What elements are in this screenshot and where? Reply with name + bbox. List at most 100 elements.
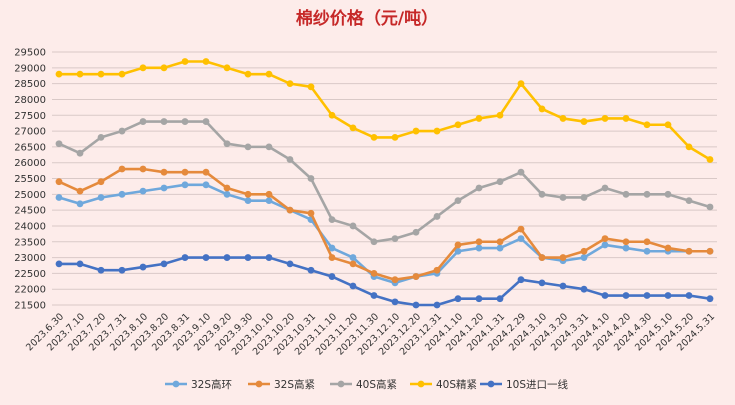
data-point [328,273,336,280]
data-point [643,190,651,198]
data-point [55,194,63,201]
data-point [706,247,714,255]
data-point [244,197,252,205]
data-point [580,247,588,255]
data-point [517,225,525,233]
data-point [349,124,357,132]
data-point [412,228,420,236]
data-point [496,111,504,119]
data-point [433,266,441,274]
data-point [454,295,462,303]
data-point [223,254,231,261]
y-tick-label: 27500 [14,111,46,122]
data-point [433,127,441,135]
data-point [454,241,462,249]
data-point [412,301,420,309]
data-point [223,184,231,192]
data-point [139,64,147,72]
data-point [139,165,147,173]
data-point [454,247,462,255]
data-point [685,292,693,299]
data-point [286,80,294,88]
data-point [622,190,630,198]
data-point [202,181,210,189]
data-point [202,118,210,125]
data-point [622,115,630,122]
data-point [643,292,651,299]
data-point [244,143,252,151]
data-point [244,254,252,261]
legend-item: 10S进口一线 [480,378,569,391]
data-point [286,156,294,163]
data-point [706,295,714,303]
data-point [118,190,126,198]
data-point [412,127,420,135]
data-point [391,133,399,141]
data-point [307,175,315,182]
data-point [664,190,672,198]
data-point [643,238,651,246]
y-tick-label: 26000 [14,158,46,169]
data-point [538,190,546,198]
data-point [223,140,231,148]
data-point [118,266,126,274]
y-tick-label: 22500 [14,269,46,280]
data-point [244,70,252,78]
y-tick-label: 29000 [14,63,46,74]
data-point [97,266,105,274]
data-point [475,295,483,303]
legend-swatch-marker [172,380,180,388]
data-point [181,58,189,65]
data-point [664,121,672,129]
y-tick-label: 24000 [14,221,46,232]
data-point [391,235,399,242]
data-point [559,282,567,290]
data-point [601,235,609,242]
y-tick-label: 21500 [14,301,46,312]
data-point [76,187,84,195]
data-point [643,121,651,129]
data-point [601,184,609,192]
data-point [265,254,273,261]
data-point [160,118,168,125]
series-line [58,120,711,244]
data-point [265,197,273,205]
data-point [328,254,336,261]
data-point [328,216,336,224]
data-point [496,238,504,246]
data-point [706,203,714,211]
legend-swatch-marker [255,380,263,388]
y-tick-label: 28500 [14,79,46,90]
data-point [76,70,84,78]
series-lines [55,58,714,309]
data-point [286,260,294,268]
legend-swatch-marker [337,380,345,388]
series-1 [55,165,714,284]
legend-item: 40S精紧 [410,378,477,391]
legend-item: 40S高紧 [330,378,397,391]
data-point [181,254,189,261]
legend: 32S高环 32S高紧 40S高紧 40S精紧 10S进口一线 [165,378,569,391]
data-point [517,276,525,284]
data-point [664,244,672,252]
data-point [475,244,483,252]
legend-label: 10S进口一线 [506,378,569,391]
data-point [622,292,630,299]
legend-label: 40S高紧 [356,378,397,391]
data-point [433,301,441,309]
data-point [181,181,189,189]
y-tick-label: 22000 [14,285,46,296]
data-point [685,247,693,255]
legend-swatch-marker [487,380,495,388]
data-point [160,184,168,192]
data-point [181,118,189,125]
y-axis-ticks: 21500 22000 22500 23000 23500 24000 24500 25000… [14,48,46,312]
data-point [643,247,651,255]
data-point [475,238,483,246]
data-point [664,292,672,299]
data-point [328,111,336,119]
y-tick-label: 26500 [14,142,46,153]
data-point [370,238,378,246]
series-3 [55,58,714,163]
